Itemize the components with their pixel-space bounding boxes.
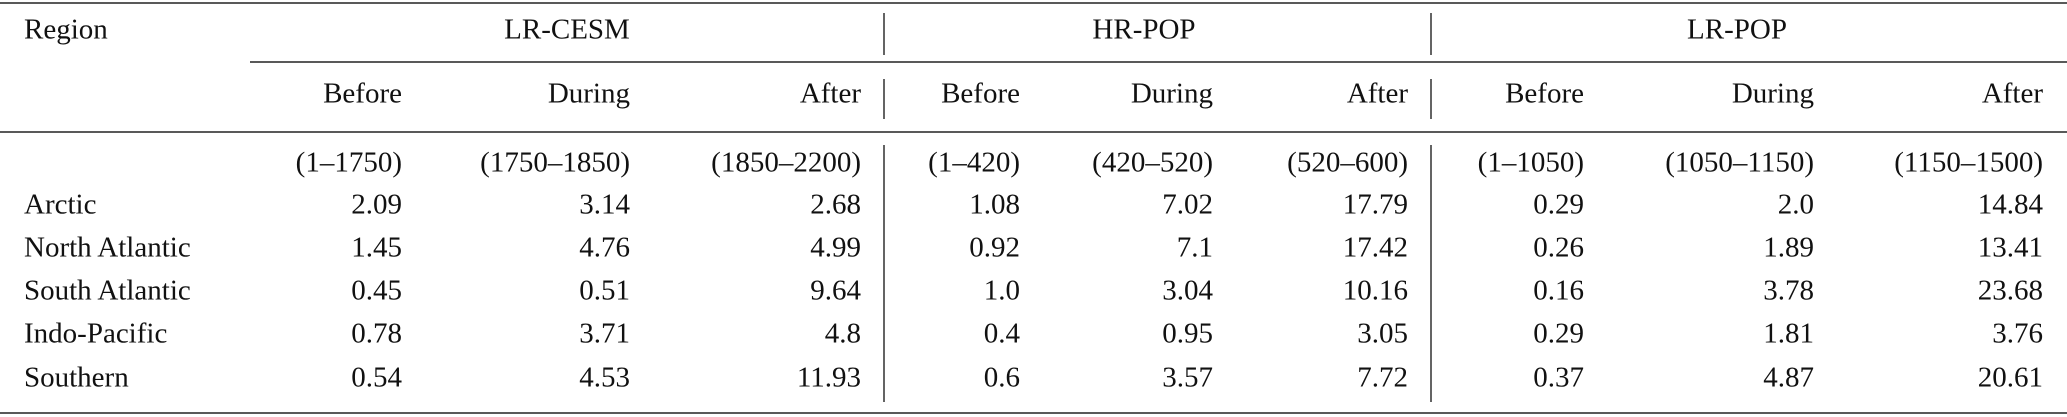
- cell: 2.09: [351, 189, 402, 221]
- cell: 4.99: [810, 232, 861, 264]
- group-header: LR-CESM: [504, 14, 630, 46]
- cell: 7.1: [1177, 232, 1213, 264]
- cell: 4.8: [825, 318, 861, 350]
- cell: 11.93: [797, 362, 861, 394]
- period-header: (1–420): [928, 147, 1020, 179]
- row-label: Southern: [24, 362, 129, 394]
- phase-header: Before: [941, 78, 1020, 110]
- cell: 0.37: [1533, 362, 1584, 394]
- phase-header: During: [1732, 78, 1814, 110]
- period-header: (1–1050): [1478, 147, 1584, 179]
- period-header: (420–520): [1092, 147, 1213, 179]
- cell: 14.84: [1978, 189, 2044, 221]
- cell: 2.68: [810, 189, 861, 221]
- region-header: Region: [24, 14, 108, 46]
- cell: 0.95: [1162, 318, 1213, 350]
- row-label: North Atlantic: [24, 232, 191, 264]
- cell: 20.61: [1978, 362, 2043, 394]
- period-header: (1850–2200): [711, 147, 861, 179]
- cell: 0.4: [984, 318, 1021, 350]
- cell: 1.81: [1763, 318, 1814, 350]
- period-header: (1150–1500): [1894, 147, 2043, 179]
- cell: 3.14: [579, 189, 630, 221]
- row-label: South Atlantic: [24, 275, 191, 307]
- cell: 3.71: [579, 318, 630, 350]
- cell: 3.04: [1162, 275, 1213, 307]
- cell: 3.05: [1357, 318, 1408, 350]
- group-header: HR-POP: [1092, 14, 1195, 46]
- cell: 0.26: [1533, 232, 1584, 264]
- cell: 0.92: [969, 232, 1020, 264]
- cell: 0.16: [1533, 275, 1584, 307]
- cell: 3.78: [1763, 275, 1814, 307]
- cell: 1.45: [351, 232, 402, 264]
- cell: 0.29: [1533, 189, 1584, 221]
- cell: 2.0: [1778, 189, 1814, 221]
- period-header: (520–600): [1287, 147, 1408, 179]
- cell: 1.89: [1763, 232, 1814, 264]
- cell: 7.72: [1357, 362, 1408, 394]
- cell: 0.29: [1533, 318, 1584, 350]
- period-header: (1750–1850): [480, 147, 630, 179]
- phase-header: After: [800, 78, 862, 110]
- cell: 3.57: [1162, 362, 1213, 394]
- cell: 10.16: [1343, 275, 1408, 307]
- cell: 17.79: [1343, 189, 1408, 221]
- phase-header: During: [548, 78, 630, 110]
- column-separators: [883, 13, 1432, 402]
- cell: 4.87: [1763, 362, 1814, 394]
- cell: 17.42: [1343, 232, 1408, 264]
- group-header: LR-POP: [1687, 14, 1787, 46]
- phase-header: During: [1131, 78, 1213, 110]
- cell: 1.0: [984, 275, 1020, 307]
- cell: 0.54: [351, 362, 402, 394]
- cell: 0.51: [579, 275, 630, 307]
- cell: 0.78: [351, 318, 402, 350]
- cell: 4.53: [579, 362, 630, 394]
- cell: 23.68: [1978, 275, 2043, 307]
- cell: 9.64: [810, 275, 861, 307]
- cell: 7.02: [1162, 189, 1213, 221]
- cell: 0.45: [351, 275, 402, 307]
- phase-header: After: [1347, 78, 1409, 110]
- phase-header: Before: [1505, 78, 1584, 110]
- cell: 13.41: [1978, 232, 2043, 264]
- cell: 3.76: [1992, 318, 2043, 350]
- phase-header: After: [1982, 78, 2044, 110]
- row-label: Indo-Pacific: [24, 318, 167, 350]
- cell: 0.6: [984, 362, 1020, 394]
- phase-header: Before: [323, 78, 402, 110]
- period-header: (1050–1150): [1665, 147, 1814, 179]
- cell: 1.08: [969, 189, 1020, 221]
- period-header: (1–1750): [296, 147, 402, 179]
- row-label: Arctic: [24, 189, 96, 221]
- cell: 4.76: [579, 232, 630, 264]
